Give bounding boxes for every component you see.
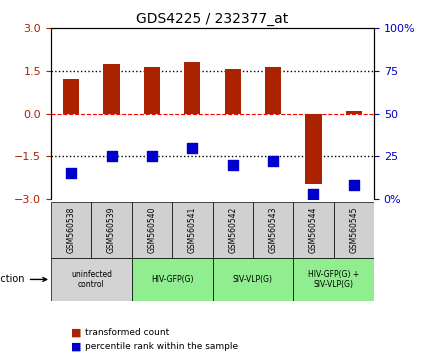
Point bbox=[269, 158, 276, 164]
Text: SIV-VLP(G): SIV-VLP(G) bbox=[233, 275, 273, 284]
Text: GSM560545: GSM560545 bbox=[349, 207, 358, 253]
Bar bbox=[63, 79, 79, 114]
Point bbox=[108, 153, 115, 159]
Text: GSM560538: GSM560538 bbox=[67, 207, 76, 253]
Bar bbox=[144, 67, 160, 114]
FancyBboxPatch shape bbox=[132, 258, 212, 301]
Point bbox=[68, 170, 75, 176]
Point bbox=[350, 182, 357, 188]
Text: GSM560539: GSM560539 bbox=[107, 207, 116, 253]
FancyBboxPatch shape bbox=[212, 258, 293, 301]
Text: GSM560542: GSM560542 bbox=[228, 207, 237, 253]
Text: transformed count: transformed count bbox=[85, 328, 169, 337]
Bar bbox=[104, 64, 120, 114]
FancyBboxPatch shape bbox=[334, 202, 374, 258]
Point bbox=[189, 145, 196, 150]
Title: GDS4225 / 232377_at: GDS4225 / 232377_at bbox=[136, 12, 289, 26]
Bar bbox=[346, 111, 362, 114]
Text: ■: ■ bbox=[71, 342, 82, 352]
FancyBboxPatch shape bbox=[91, 202, 132, 258]
Point bbox=[230, 162, 236, 167]
Text: HIV-GFP(G) +
SIV-VLP(G): HIV-GFP(G) + SIV-VLP(G) bbox=[308, 270, 359, 289]
Text: uninfected
control: uninfected control bbox=[71, 270, 112, 289]
Text: GSM560543: GSM560543 bbox=[269, 207, 278, 253]
FancyBboxPatch shape bbox=[172, 202, 212, 258]
Point bbox=[149, 153, 156, 159]
FancyBboxPatch shape bbox=[132, 202, 172, 258]
Bar bbox=[224, 69, 241, 114]
FancyBboxPatch shape bbox=[51, 258, 132, 301]
Text: HIV-GFP(G): HIV-GFP(G) bbox=[151, 275, 193, 284]
Text: GSM560544: GSM560544 bbox=[309, 207, 318, 253]
FancyBboxPatch shape bbox=[293, 202, 334, 258]
Point bbox=[310, 191, 317, 196]
Text: percentile rank within the sample: percentile rank within the sample bbox=[85, 342, 238, 352]
FancyBboxPatch shape bbox=[293, 258, 374, 301]
Bar bbox=[305, 114, 321, 184]
Text: ■: ■ bbox=[71, 328, 82, 338]
FancyBboxPatch shape bbox=[51, 202, 91, 258]
Bar bbox=[265, 67, 281, 114]
Bar bbox=[184, 62, 201, 114]
Text: GSM560540: GSM560540 bbox=[147, 207, 156, 253]
FancyBboxPatch shape bbox=[212, 202, 253, 258]
Text: GSM560541: GSM560541 bbox=[188, 207, 197, 253]
FancyBboxPatch shape bbox=[253, 202, 293, 258]
Text: infection: infection bbox=[0, 274, 47, 284]
